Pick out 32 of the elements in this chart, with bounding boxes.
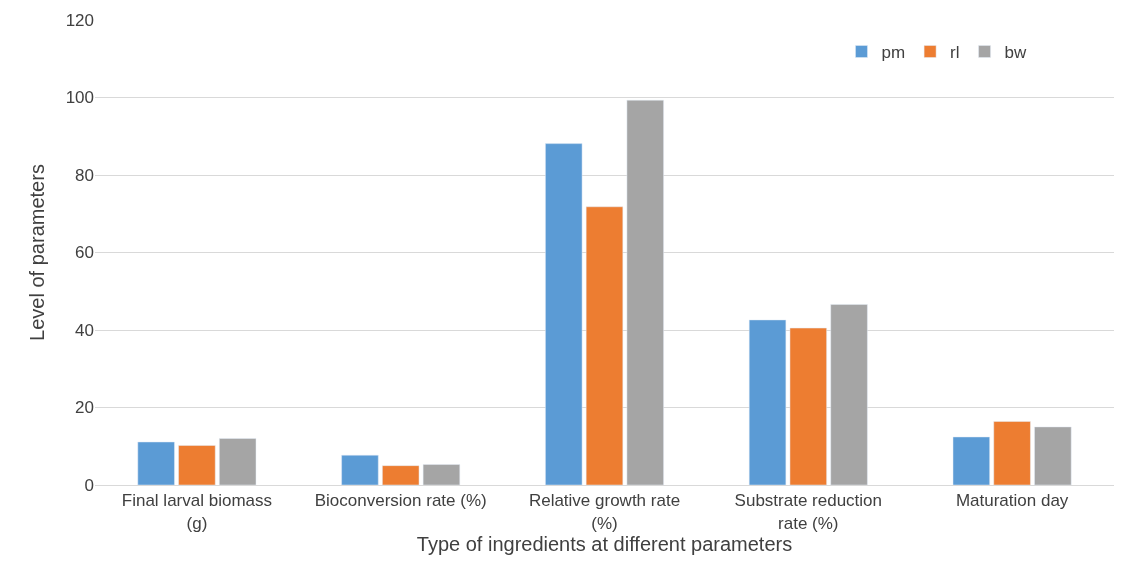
bar: [830, 304, 868, 485]
y-tick-label: 100: [65, 88, 94, 108]
legend-label: rl: [950, 43, 960, 63]
y-tick-label: 120: [65, 10, 94, 30]
y-tick-label: 60: [75, 243, 94, 263]
bar: [422, 464, 461, 485]
bar: [952, 436, 990, 485]
bar: [993, 421, 1031, 485]
legend-label: bw: [1004, 43, 1028, 63]
y-axis-title: Level of parameters: [26, 164, 49, 341]
bar: [585, 206, 624, 485]
y-tick-label: 80: [75, 165, 94, 185]
x-axis-title: Type of ingredients at different parameters: [416, 532, 793, 555]
bar: [178, 445, 216, 485]
y-tick-label: 20: [75, 398, 94, 418]
bar: [382, 465, 420, 485]
y-tick-label: 40: [75, 320, 94, 340]
x-tick-label: Substrate reduction rate (%): [734, 491, 883, 533]
x-tick-label: Maturation day: [955, 491, 1069, 511]
bar: [748, 319, 787, 485]
x-tick-label: Relative growth rate (%): [528, 491, 681, 533]
bar: [341, 454, 379, 485]
bar: [789, 327, 827, 485]
y-tick-label: 0: [84, 475, 94, 495]
x-tick-label: Bioconversion rate (%): [314, 491, 487, 511]
bar: [1034, 426, 1072, 485]
bar: [219, 438, 257, 485]
bar: [137, 441, 175, 485]
bar: [545, 143, 583, 485]
bar: [626, 99, 664, 485]
legend-label: pm: [881, 43, 906, 63]
x-tick-label: Final larval biomass (g): [121, 491, 273, 533]
